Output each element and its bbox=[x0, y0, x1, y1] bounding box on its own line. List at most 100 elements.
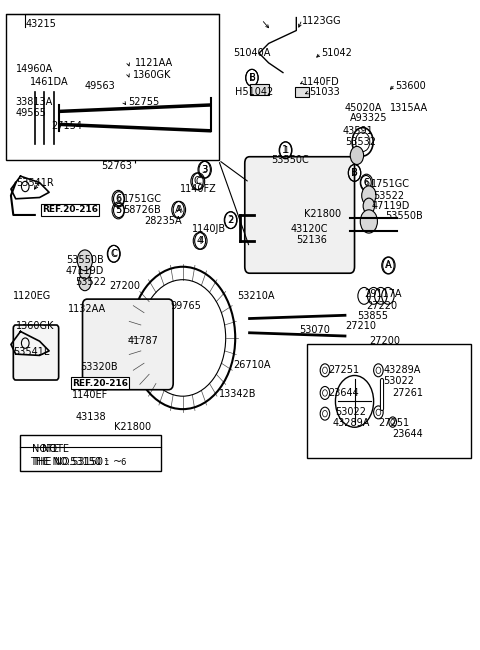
Text: 49565: 49565 bbox=[16, 108, 47, 118]
Text: A: A bbox=[386, 261, 392, 270]
Text: 27251: 27251 bbox=[378, 419, 409, 428]
Text: 53600: 53600 bbox=[395, 81, 426, 90]
Text: 43289A: 43289A bbox=[333, 419, 371, 428]
Text: 43215: 43215 bbox=[25, 19, 56, 29]
FancyBboxPatch shape bbox=[13, 325, 59, 380]
Text: 4: 4 bbox=[198, 237, 204, 245]
Text: 1140JB: 1140JB bbox=[192, 224, 227, 234]
Text: 49563: 49563 bbox=[85, 81, 116, 90]
Text: 27200: 27200 bbox=[369, 335, 400, 346]
Text: 53532: 53532 bbox=[345, 137, 376, 147]
Text: 51042: 51042 bbox=[321, 48, 352, 58]
Text: 51040A: 51040A bbox=[233, 48, 270, 58]
Text: 3: 3 bbox=[203, 165, 208, 174]
Text: 53022: 53022 bbox=[336, 408, 366, 417]
Circle shape bbox=[77, 250, 93, 270]
Text: 3: 3 bbox=[201, 164, 207, 175]
Text: 28235A: 28235A bbox=[144, 216, 182, 226]
Text: A93325: A93325 bbox=[350, 113, 387, 123]
Text: 1132AA: 1132AA bbox=[68, 304, 107, 314]
Text: 6: 6 bbox=[116, 194, 121, 203]
Text: THE NO.53150 :: THE NO.53150 : bbox=[30, 457, 108, 467]
Text: 26710A: 26710A bbox=[233, 360, 270, 370]
Text: K21800: K21800 bbox=[114, 422, 151, 432]
Text: A: A bbox=[177, 205, 182, 214]
Text: 2: 2 bbox=[228, 215, 234, 225]
Text: 4: 4 bbox=[196, 236, 203, 246]
Text: 1120EG: 1120EG bbox=[13, 291, 51, 301]
Text: B: B bbox=[351, 168, 358, 178]
Text: 1360GK: 1360GK bbox=[16, 321, 54, 332]
Text: 23644: 23644 bbox=[328, 388, 359, 398]
Text: 1121AA: 1121AA bbox=[135, 58, 173, 68]
Text: 2: 2 bbox=[228, 216, 234, 225]
Text: H51042: H51042 bbox=[235, 87, 274, 97]
Text: REF.20-216: REF.20-216 bbox=[72, 379, 128, 388]
Text: 1: 1 bbox=[103, 458, 108, 467]
Text: 1: 1 bbox=[282, 145, 288, 155]
Text: 53550B: 53550B bbox=[385, 211, 423, 221]
Text: NOTE: NOTE bbox=[33, 444, 60, 454]
Text: 23644: 23644 bbox=[393, 429, 423, 439]
Text: 53522: 53522 bbox=[75, 278, 107, 287]
Text: C: C bbox=[193, 176, 201, 187]
Text: 53522: 53522 bbox=[373, 190, 405, 201]
Text: B: B bbox=[351, 168, 358, 177]
Text: 1140FZ: 1140FZ bbox=[180, 184, 217, 194]
Text: 53541R: 53541R bbox=[16, 177, 53, 188]
Text: 6: 6 bbox=[115, 194, 121, 204]
Text: 27261: 27261 bbox=[393, 388, 424, 398]
Text: 53550B: 53550B bbox=[66, 255, 104, 265]
Text: 1461DA: 1461DA bbox=[30, 77, 69, 87]
Text: 52763: 52763 bbox=[102, 161, 132, 172]
Text: ~: ~ bbox=[113, 457, 122, 467]
Text: 6: 6 bbox=[363, 178, 369, 187]
Text: A: A bbox=[175, 205, 181, 214]
Text: 52136: 52136 bbox=[296, 235, 327, 244]
Text: C: C bbox=[195, 177, 202, 186]
Text: 53541L: 53541L bbox=[13, 347, 50, 358]
Text: 43138: 43138 bbox=[75, 412, 106, 422]
Circle shape bbox=[79, 274, 91, 291]
Text: 53210A: 53210A bbox=[238, 291, 275, 301]
Text: 1140EF: 1140EF bbox=[72, 390, 108, 400]
Text: 43591: 43591 bbox=[343, 126, 373, 136]
Text: 6: 6 bbox=[363, 177, 370, 188]
Circle shape bbox=[360, 210, 377, 233]
Text: 43289A: 43289A bbox=[383, 365, 420, 375]
Text: 53070: 53070 bbox=[300, 324, 331, 335]
Text: B: B bbox=[249, 73, 255, 83]
Text: 1: 1 bbox=[283, 146, 288, 155]
Text: K21800: K21800 bbox=[304, 209, 342, 218]
Text: 52755: 52755 bbox=[128, 97, 159, 107]
Text: 33813A: 33813A bbox=[16, 97, 53, 107]
Text: B: B bbox=[249, 73, 255, 83]
Circle shape bbox=[79, 263, 91, 279]
Text: 1140FD: 1140FD bbox=[302, 77, 340, 86]
Circle shape bbox=[363, 198, 374, 214]
Text: 47119D: 47119D bbox=[371, 201, 409, 211]
Text: 53550C: 53550C bbox=[271, 155, 309, 165]
FancyBboxPatch shape bbox=[307, 344, 471, 458]
FancyBboxPatch shape bbox=[250, 84, 269, 96]
Text: 51033: 51033 bbox=[309, 87, 340, 97]
Text: 27154: 27154 bbox=[51, 121, 83, 131]
Text: NOTE: NOTE bbox=[42, 444, 69, 454]
Text: C: C bbox=[111, 250, 117, 258]
Circle shape bbox=[350, 146, 364, 164]
Text: 1751GC: 1751GC bbox=[371, 179, 410, 189]
Text: 99765: 99765 bbox=[171, 300, 202, 311]
Text: 27220: 27220 bbox=[366, 300, 397, 311]
Text: 1751GC: 1751GC bbox=[123, 194, 162, 204]
Text: A: A bbox=[384, 261, 391, 270]
Text: 53320B: 53320B bbox=[80, 362, 118, 372]
FancyBboxPatch shape bbox=[245, 157, 355, 273]
Text: THE NO.53150 :: THE NO.53150 : bbox=[33, 457, 110, 467]
FancyBboxPatch shape bbox=[83, 299, 173, 390]
Text: 47119D: 47119D bbox=[66, 266, 104, 276]
Text: 1123GG: 1123GG bbox=[302, 16, 342, 26]
Text: 6: 6 bbox=[120, 458, 126, 467]
Text: 27210: 27210 bbox=[345, 321, 376, 332]
Text: 29117A: 29117A bbox=[364, 289, 402, 299]
Text: 41787: 41787 bbox=[128, 335, 159, 346]
